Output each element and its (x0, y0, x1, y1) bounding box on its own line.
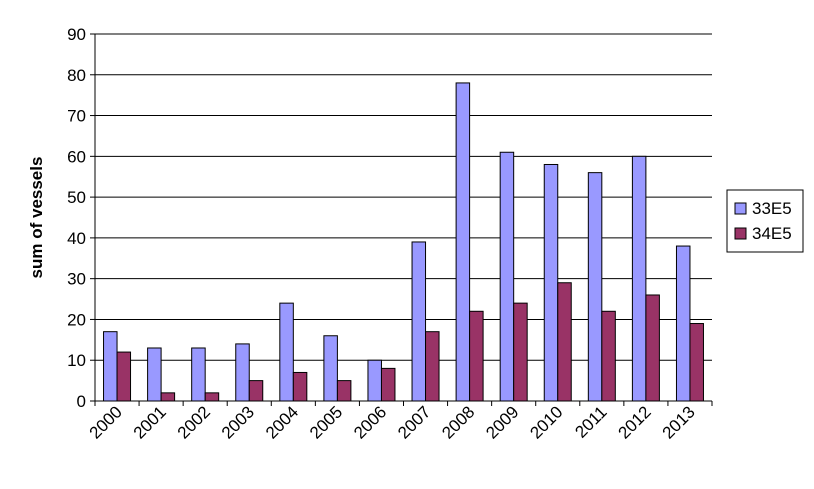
x-tick-label: 2002 (174, 402, 214, 442)
x-tick-label: 2001 (130, 402, 170, 442)
y-axis-title: sum of vessels (27, 157, 46, 279)
y-tick-label: 20 (67, 310, 86, 329)
bar-34E5-2000 (116, 351, 132, 402)
bar-34E5-2009 (513, 302, 528, 402)
legend-box (726, 189, 804, 253)
legend: 33E5 34E5 (726, 189, 804, 253)
bar-33E5-2008 (455, 82, 471, 402)
bar-33E5-2000 (103, 331, 118, 402)
y-tick-label: 10 (67, 351, 86, 370)
bar-33E5-2007 (411, 241, 427, 402)
x-tick-label: 2008 (438, 402, 478, 442)
bar-33E5-2010 (543, 163, 559, 402)
y-tick-label: 90 (67, 25, 86, 44)
axes (90, 33, 713, 406)
bar-33E5-2003 (235, 343, 250, 402)
x-tick-label: 2013 (659, 402, 699, 442)
bar-34E5-2003 (248, 380, 264, 402)
x-tick-label: 2006 (350, 402, 390, 442)
bar-33E5-2013 (675, 245, 691, 402)
bar-33E5-2011 (587, 172, 603, 402)
bar-34E5-2006 (380, 367, 396, 402)
y-tick-label: 30 (67, 270, 86, 289)
y-tick-labels: 0 10 20 30 40 50 60 70 80 90 (67, 25, 86, 411)
bar-34E5-2011 (601, 310, 616, 402)
y-tick-label: 40 (67, 229, 86, 248)
bar-33E5-2004 (279, 302, 294, 402)
bar-33E5-2006 (367, 359, 382, 402)
legend-label-33E5: 33E5 (752, 199, 792, 218)
y-tick-label: 80 (67, 66, 86, 85)
y-tick-label: 60 (67, 147, 86, 166)
x-tick-label: 2003 (218, 402, 258, 442)
bar-34E5-2005 (336, 380, 352, 402)
bar-33E5-2005 (323, 335, 338, 402)
gridlines (95, 33, 712, 361)
x-tick-labels: 2000 2001 2002 2003 2004 2005 2006 2007 2008 2009… (86, 402, 699, 442)
x-tick-label: 2007 (394, 402, 434, 442)
bar-33E5-2012 (631, 155, 647, 402)
bar-33E5-2002 (191, 347, 206, 402)
legend-label-34E5: 34E5 (752, 224, 792, 243)
x-tick-label: 2012 (615, 402, 655, 442)
bar-34E5-2007 (425, 331, 440, 402)
x-tick-label: 2004 (262, 402, 302, 442)
x-tick-label: 2011 (571, 402, 610, 441)
bar-34E5-2001 (160, 392, 176, 402)
bar-34E5-2012 (645, 294, 660, 402)
bar-34E5-2013 (689, 323, 704, 402)
y-tick-label: 50 (67, 188, 86, 207)
bar-34E5-2008 (469, 310, 484, 402)
bar-33E5-2001 (147, 347, 162, 402)
bar-34E5-2002 (204, 392, 220, 402)
bars (103, 82, 704, 402)
x-tick-label: 2010 (526, 402, 566, 442)
x-tick-label: 2005 (306, 402, 346, 442)
bar-33E5-2009 (499, 151, 515, 402)
bar-34E5-2004 (292, 371, 308, 402)
legend-swatch-33E5 (734, 202, 747, 215)
x-tick-label: 2000 (86, 402, 126, 442)
legend-swatch-34E5 (734, 227, 747, 240)
x-tick-label: 2009 (482, 402, 522, 442)
bar-34E5-2010 (557, 282, 572, 402)
y-tick-label: 0 (77, 392, 86, 411)
y-tick-label: 70 (67, 107, 86, 126)
